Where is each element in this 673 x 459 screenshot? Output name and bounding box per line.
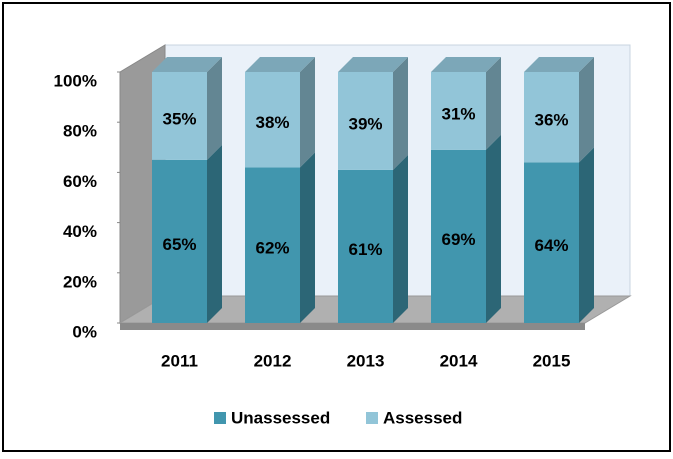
bar [431,72,486,150]
bar [152,72,207,160]
data-label: 64% [534,236,568,255]
y-tick-label: 20% [63,272,97,291]
data-label: 38% [255,113,289,132]
floor-edge [120,323,585,330]
bar-top [524,57,594,72]
data-label: 31% [441,104,475,123]
y-tick-label: 0% [72,322,97,341]
bar-top [338,57,408,72]
bar-side [579,147,594,323]
bar [524,72,579,163]
bar-side [207,144,222,323]
x-tick-label: 2014 [440,351,478,370]
y-tick-label: 80% [63,122,97,141]
bar-side [486,134,501,323]
y-tick-label: 60% [63,172,97,191]
bar-top [152,57,222,72]
data-label: 62% [255,239,289,258]
y-tick-label: 40% [63,222,97,241]
bar [431,149,486,323]
bar-side [393,154,408,323]
data-label: 69% [441,230,475,249]
bar [338,169,393,323]
data-label: 36% [534,111,568,130]
bar-side [300,57,315,168]
data-label: 35% [162,109,196,128]
legend-label: Unassessed [231,408,330,427]
legend-swatch [214,412,226,424]
bar [152,159,207,323]
bar-side [579,57,594,163]
data-label: 39% [348,114,382,133]
bar-side [393,57,408,170]
bar-side [207,57,222,160]
y-tick-label: 100% [54,71,97,90]
bar-side [300,152,315,323]
x-tick-label: 2012 [254,351,292,370]
bar [245,72,300,168]
x-tick-label: 2011 [161,351,198,370]
bar-top [431,57,501,72]
legend-label: Assessed [383,408,462,427]
bar [524,162,579,323]
bar [338,72,393,170]
bar-top [245,57,315,72]
legend-swatch [366,412,378,424]
bar [245,167,300,323]
x-tick-label: 2015 [533,351,571,370]
data-label: 65% [162,235,196,254]
data-label: 61% [348,240,382,259]
x-tick-label: 2013 [347,351,385,370]
bar-side [486,57,501,150]
